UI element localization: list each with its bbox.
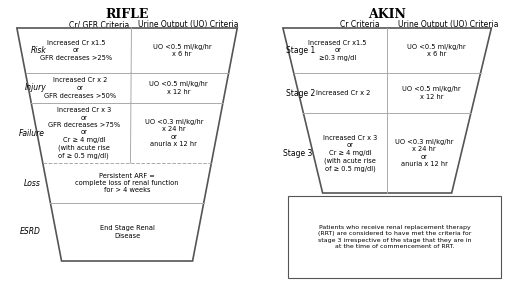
Text: Cr Criteria: Cr Criteria bbox=[339, 20, 379, 29]
Text: Increased Cr x1.5
or
GFR decreases >25%: Increased Cr x1.5 or GFR decreases >25% bbox=[40, 40, 112, 61]
Text: Stage 1: Stage 1 bbox=[286, 46, 315, 55]
Text: End Stage Renal
Disease: End Stage Renal Disease bbox=[100, 225, 155, 239]
Text: UO <0.3 ml/kg/hr
x 24 hr
or
anuria x 12 hr: UO <0.3 ml/kg/hr x 24 hr or anuria x 12 … bbox=[145, 119, 203, 147]
Text: Increased Cr x 2
or
GFR decreases >50%: Increased Cr x 2 or GFR decreases >50% bbox=[44, 78, 116, 98]
Text: UO <0.5 ml/kg/hr
x 12 hr: UO <0.5 ml/kg/hr x 12 hr bbox=[402, 86, 461, 100]
Text: Increased Cr x 3
or
Cr ≥ 4 mg/dl
(with acute rise
of ≥ 0.5 mg/dl): Increased Cr x 3 or Cr ≥ 4 mg/dl (with a… bbox=[323, 134, 377, 171]
Text: Injury: Injury bbox=[25, 83, 47, 93]
Text: Increased Cr x 2: Increased Cr x 2 bbox=[316, 90, 370, 96]
Text: AKIN: AKIN bbox=[368, 8, 406, 21]
Text: UO <0.5 ml/kg/hr
x 6 hr: UO <0.5 ml/kg/hr x 6 hr bbox=[407, 44, 466, 57]
Text: UO <0.3 ml/kg/hr
x 24 hr
or
anuria x 12 hr: UO <0.3 ml/kg/hr x 24 hr or anuria x 12 … bbox=[395, 139, 454, 167]
Text: RIFLE: RIFLE bbox=[105, 8, 149, 21]
FancyBboxPatch shape bbox=[288, 196, 501, 278]
Text: Stage 3: Stage 3 bbox=[283, 149, 312, 158]
Text: UO <0.5 ml/kg/hr
x 12 hr: UO <0.5 ml/kg/hr x 12 hr bbox=[149, 81, 208, 95]
Text: Patients who receive renal replacement therapy
(RRT) are considered to have met : Patients who receive renal replacement t… bbox=[318, 225, 472, 249]
Text: Urine Output (UO) Criteria: Urine Output (UO) Criteria bbox=[398, 20, 499, 29]
Text: Increased Cr x1.5
or
≥0.3 mg/dl: Increased Cr x1.5 or ≥0.3 mg/dl bbox=[309, 40, 367, 61]
Text: Risk: Risk bbox=[31, 46, 47, 55]
Text: Loss: Loss bbox=[24, 179, 40, 188]
Text: Increased Cr x 3
or
GFR decreases >75%
or
Cr ≥ 4 mg/dl
(with acute rise
of ≥ 0.5: Increased Cr x 3 or GFR decreases >75% o… bbox=[48, 107, 120, 159]
Text: UO <0.5 ml/kg/hr
x 6 hr: UO <0.5 ml/kg/hr x 6 hr bbox=[153, 44, 211, 57]
Text: ESRD: ESRD bbox=[19, 228, 40, 237]
Text: Persistent ARF =
complete loss of renal function
for > 4 weeks: Persistent ARF = complete loss of renal … bbox=[75, 173, 179, 194]
Text: Stage 2: Stage 2 bbox=[286, 89, 315, 98]
Text: Urine Output (UO) Criteria: Urine Output (UO) Criteria bbox=[138, 20, 239, 29]
Text: Cr/ GFR Criteria: Cr/ GFR Criteria bbox=[69, 20, 130, 29]
Text: Failure: Failure bbox=[19, 128, 45, 138]
